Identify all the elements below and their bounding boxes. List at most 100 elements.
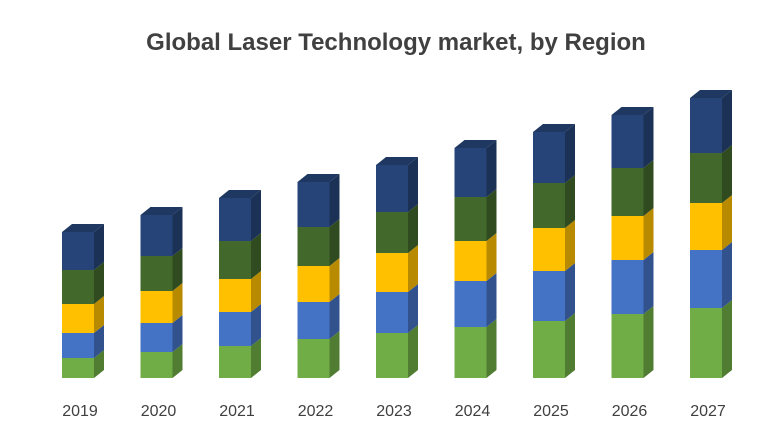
bar-stack-2021 [219,190,261,378]
bar-segment-side [94,350,104,378]
bar-stack-2024 [454,140,497,378]
bar-segment-side [329,294,340,339]
bar-top-face [219,190,261,198]
bar-segment-side [408,245,418,292]
bar-segment-front [140,352,173,378]
bar-segment-side [251,233,261,279]
bar-segment-front [219,279,251,312]
bar-segment-side [329,258,340,302]
bar-segment-side [486,189,497,241]
bar-segment-front [376,253,408,292]
bar-segment-front [611,260,644,314]
bar-stack-2020 [140,207,183,378]
bar-segment-front [62,270,94,304]
bar-segment-side [722,90,732,153]
bar-segment-front [297,182,330,227]
bar-segment-side [329,331,340,378]
bar-segment-side [486,140,497,197]
bar-segment-side [643,306,654,378]
bar-segment-side [565,313,575,378]
x-tick-label: 2025 [533,403,569,420]
bar-segment-side [643,208,654,260]
bar-segment-side [408,325,418,378]
bar-segment-front [219,312,251,346]
bar-segment-front [62,358,94,378]
bar-segment-side [408,157,418,212]
bar-segment-side [172,207,183,256]
bar-top-face [454,140,497,148]
x-tick-label: 2026 [612,403,648,420]
x-tick-label: 2024 [455,403,491,420]
bar-segment-front [140,215,173,256]
x-axis-ticks: 2019 2020 2021 2022 2023 2024 2025 2026 2027 [62,403,726,420]
bar-segment-front [376,212,408,253]
bar-top-face [533,124,575,132]
bar-segment-side [172,315,183,352]
bar-segment-front [140,291,173,323]
bar-segment-front [297,302,330,339]
bar-segment-front [376,292,408,333]
bar-top-face [62,224,104,232]
bar-segment-side [643,160,654,216]
bar-segment-side [486,319,497,378]
bar-segment-front [376,333,408,378]
bar-segment-front [454,148,487,197]
bar-segment-side [94,224,104,270]
bar-segment-side [722,195,732,250]
bar-segment-side [94,325,104,358]
bar-segment-front [690,153,722,203]
bar-segment-side [722,145,732,203]
bar-segment-side [94,296,104,333]
bar-segment-front [62,232,94,270]
bar-segment-side [172,283,183,323]
bar-segment-side [722,242,732,308]
bar-segment-front [533,321,565,378]
bar-segment-side [408,284,418,333]
bar-stack-2019 [62,224,104,378]
bar-segment-front [611,314,644,378]
chart-title: Global Laser Technology market, by Regio… [146,29,646,56]
x-tick-label: 2023 [376,403,412,420]
bar-segment-side [643,252,654,314]
bar-segment-side [486,233,497,281]
x-tick-label: 2019 [62,403,98,420]
bar-segment-side [251,190,261,241]
bar-segment-front [454,281,487,327]
bar-segment-front [533,271,565,321]
bar-segment-side [565,175,575,228]
bar-segment-front [611,168,644,216]
bar-segment-front [219,241,251,279]
bar-segment-front [140,323,173,352]
bar-segment-front [297,227,330,266]
bar-segment-front [297,266,330,302]
bar-segment-side [565,124,575,183]
bar-segment-front [62,333,94,358]
bar-stack-2022 [297,174,340,378]
bar-segment-front [690,250,722,308]
bar-segment-side [643,107,654,168]
bar-segment-side [408,204,418,253]
x-tick-label: 2022 [298,403,334,420]
bar-segment-front [454,197,487,241]
bar-segment-front [376,165,408,212]
bar-segment-front [454,327,487,378]
bar-stack-2026 [611,107,654,378]
bar-top-face [297,174,340,182]
bar-segment-front [690,308,722,378]
bar-segment-side [251,338,261,378]
bar-segment-front [611,115,644,168]
bar-segment-side [94,262,104,304]
bar-segment-front [219,346,251,378]
x-tick-label: 2021 [219,403,255,420]
x-tick-label: 2027 [690,403,726,420]
bars-group [62,90,732,378]
bar-segment-side [172,344,183,378]
bar-segment-side [251,271,261,312]
bar-stack-2025 [533,124,575,378]
bar-stack-2027 [690,90,732,378]
bar-segment-front [533,228,565,271]
bar-stack-2023 [376,157,418,378]
bar-segment-front [297,339,330,378]
bar-segment-side [565,263,575,321]
bar-segment-side [329,219,340,266]
